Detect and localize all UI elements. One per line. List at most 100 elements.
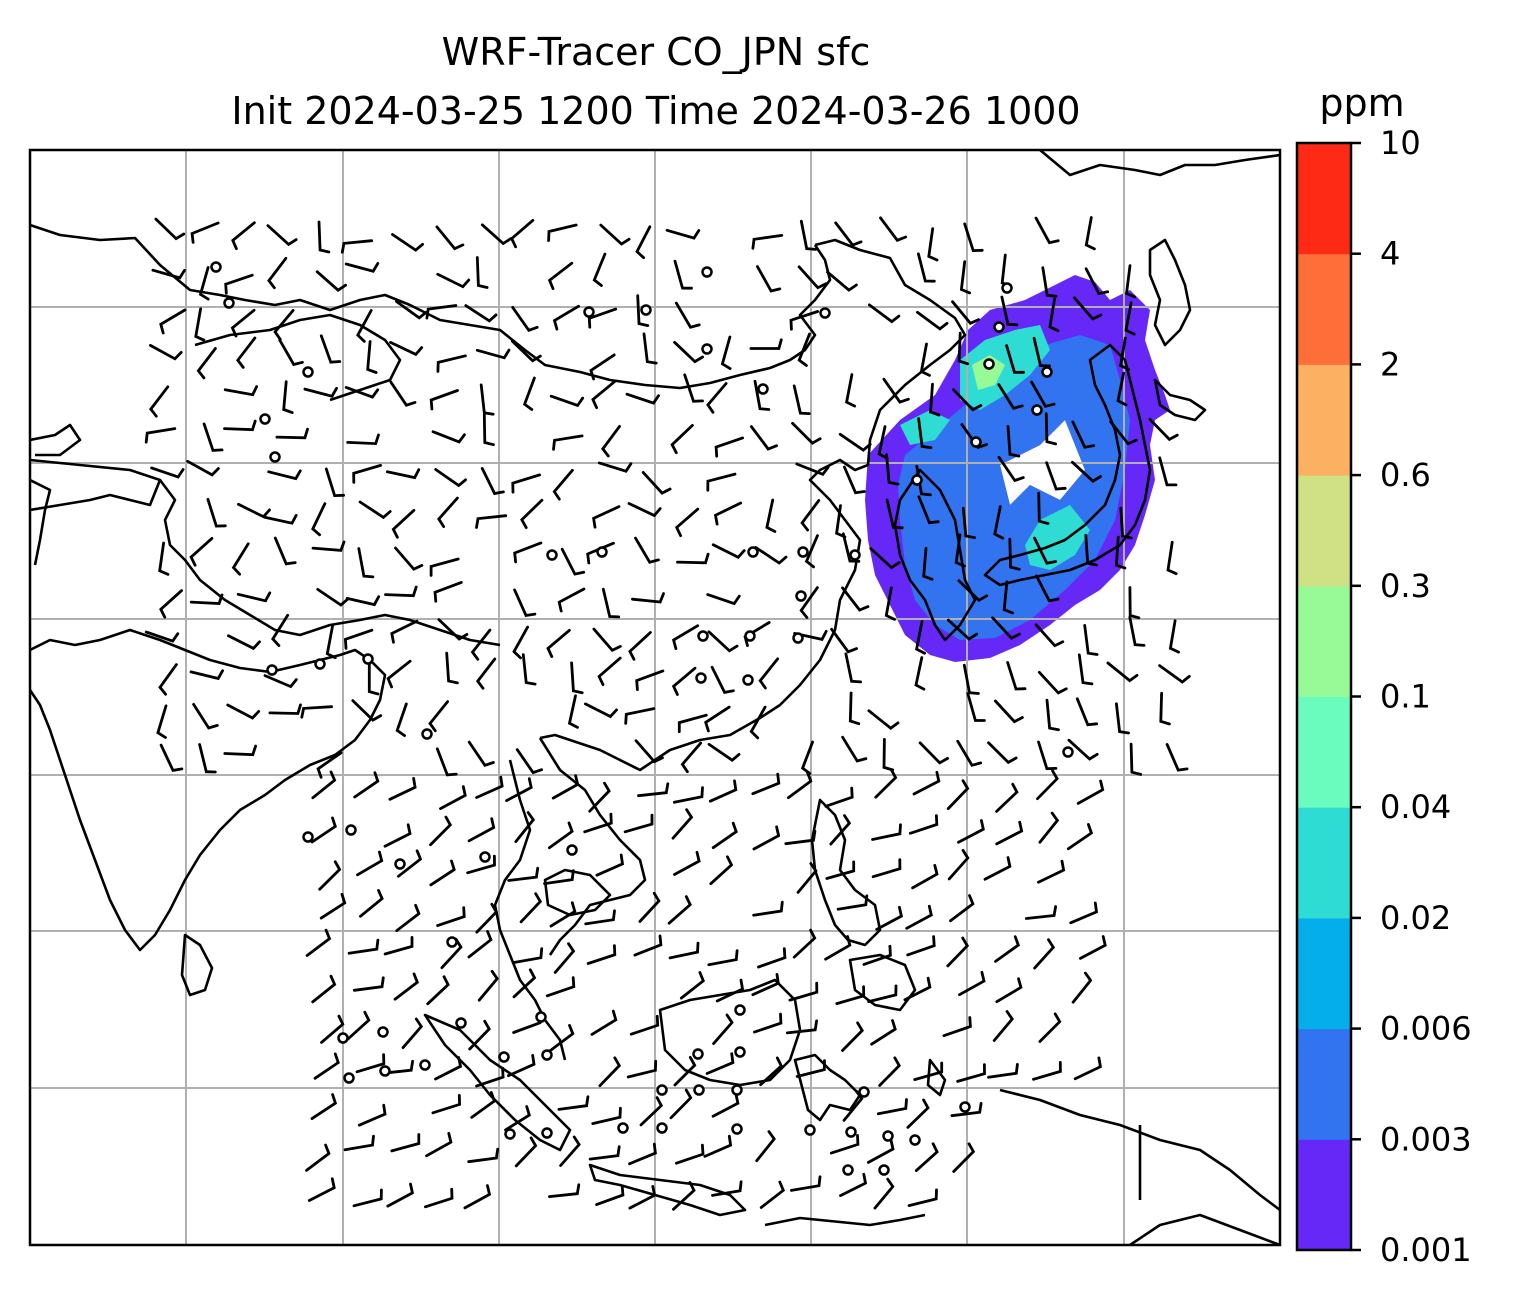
wind-barb [189, 537, 214, 567]
wind-barb [790, 1175, 822, 1192]
wind-barb [429, 557, 460, 577]
wind-barb [1079, 935, 1107, 960]
wind-barb [997, 383, 1024, 410]
wind-barb [754, 546, 788, 565]
wind-barb [959, 260, 972, 295]
calm-wind-marker [498, 1051, 510, 1063]
wind-barb [311, 502, 327, 537]
wind-barb [905, 904, 933, 930]
wind-barb [952, 388, 983, 412]
wind-barb [395, 300, 428, 320]
wind-barb [511, 339, 542, 363]
calm-wind-marker [731, 1123, 743, 1135]
calm-wind-marker [596, 546, 608, 558]
calm-wind-marker [842, 1164, 854, 1176]
wind-barb [628, 1142, 657, 1166]
calm-wind-marker [797, 546, 809, 558]
calm-wind-marker [911, 474, 923, 486]
calm-wind-marker [695, 672, 707, 684]
wind-barb [946, 936, 970, 968]
wind-barb [917, 252, 936, 283]
wind-barb [1037, 859, 1066, 884]
wind-barb [992, 1010, 1014, 1042]
wind-barb [1124, 301, 1136, 336]
calm-wind-marker [731, 1084, 743, 1096]
calm-wind-marker [701, 266, 713, 278]
wind-barb [158, 541, 170, 576]
calm-wind-marker [617, 1122, 629, 1134]
wind-barb [159, 308, 187, 335]
calm-wind-marker [701, 343, 713, 355]
wind-barb [601, 425, 621, 458]
wind-barb [671, 808, 694, 840]
wind-barb [467, 817, 496, 843]
wind-barb [841, 1021, 864, 1052]
wind-barb [757, 947, 787, 969]
wind-barb [672, 1181, 696, 1211]
wind-barb [674, 301, 701, 329]
wind-barb [1119, 506, 1133, 540]
wind-barb [480, 467, 505, 496]
wind-barb [884, 586, 896, 621]
wind-barb [671, 666, 697, 696]
coastlines-and-borders [30, 150, 1280, 1245]
wind-barb [389, 341, 424, 357]
map-gridlines [30, 150, 1280, 1245]
calm-wind-marker [302, 831, 314, 843]
wind-barb [393, 972, 419, 1001]
wind-barb [876, 1098, 908, 1116]
wind-barb [994, 699, 1024, 724]
wind-barb [552, 468, 574, 501]
wind-barb [583, 812, 613, 834]
wind-barb [961, 506, 976, 539]
wind-barb [1128, 615, 1146, 647]
wind-barb [962, 663, 980, 695]
wind-barb [1032, 1061, 1062, 1081]
wind-barb [595, 1184, 625, 1206]
wind-barb [357, 1103, 387, 1127]
wind-barb [1071, 971, 1093, 1004]
wind-barb [1071, 460, 1102, 483]
wind-barb [311, 770, 337, 800]
wind-barb [1034, 623, 1065, 648]
wind-barb [390, 1133, 421, 1153]
wind-barb [190, 221, 220, 244]
wind-barb [1159, 691, 1171, 726]
wind-barb [752, 900, 784, 917]
wind-barb [434, 468, 467, 488]
wind-barb [482, 413, 495, 447]
wind-barb [917, 495, 940, 525]
wind-barb [467, 1147, 500, 1164]
wind-barb [829, 814, 852, 846]
wind-barb [511, 473, 541, 494]
wind-barb [551, 774, 580, 800]
wind-barb [878, 1056, 901, 1087]
wind-barb [557, 587, 586, 613]
wind-barb [159, 743, 184, 772]
wind-barb [913, 1061, 944, 1081]
wind-barb [437, 618, 469, 641]
wind-barb [591, 1106, 622, 1125]
wind-barb [144, 630, 180, 643]
wind-barb [359, 889, 384, 918]
calm-wind-marker [1031, 404, 1043, 416]
wind-barb [636, 294, 650, 327]
wind-barb [468, 1019, 491, 1051]
calm-wind-marker [697, 630, 709, 642]
calm-wind-marker [795, 590, 807, 602]
wind-barb [1030, 380, 1056, 408]
wind-barb [316, 751, 343, 779]
wind-barb [994, 935, 1020, 963]
wind-barb [793, 630, 828, 641]
wind-barb [1005, 344, 1025, 374]
wind-barb [950, 1102, 983, 1118]
wind-barb [1158, 456, 1178, 487]
wind-barb [1066, 823, 1094, 851]
colorbar-tick-label: 0.04 [1380, 788, 1451, 826]
wind-barb [475, 256, 489, 289]
wind-barb [922, 546, 934, 581]
wind-barb [394, 546, 424, 571]
wind-barb [995, 820, 1024, 846]
wind-barb [507, 866, 540, 882]
calm-wind-marker [692, 1048, 704, 1060]
